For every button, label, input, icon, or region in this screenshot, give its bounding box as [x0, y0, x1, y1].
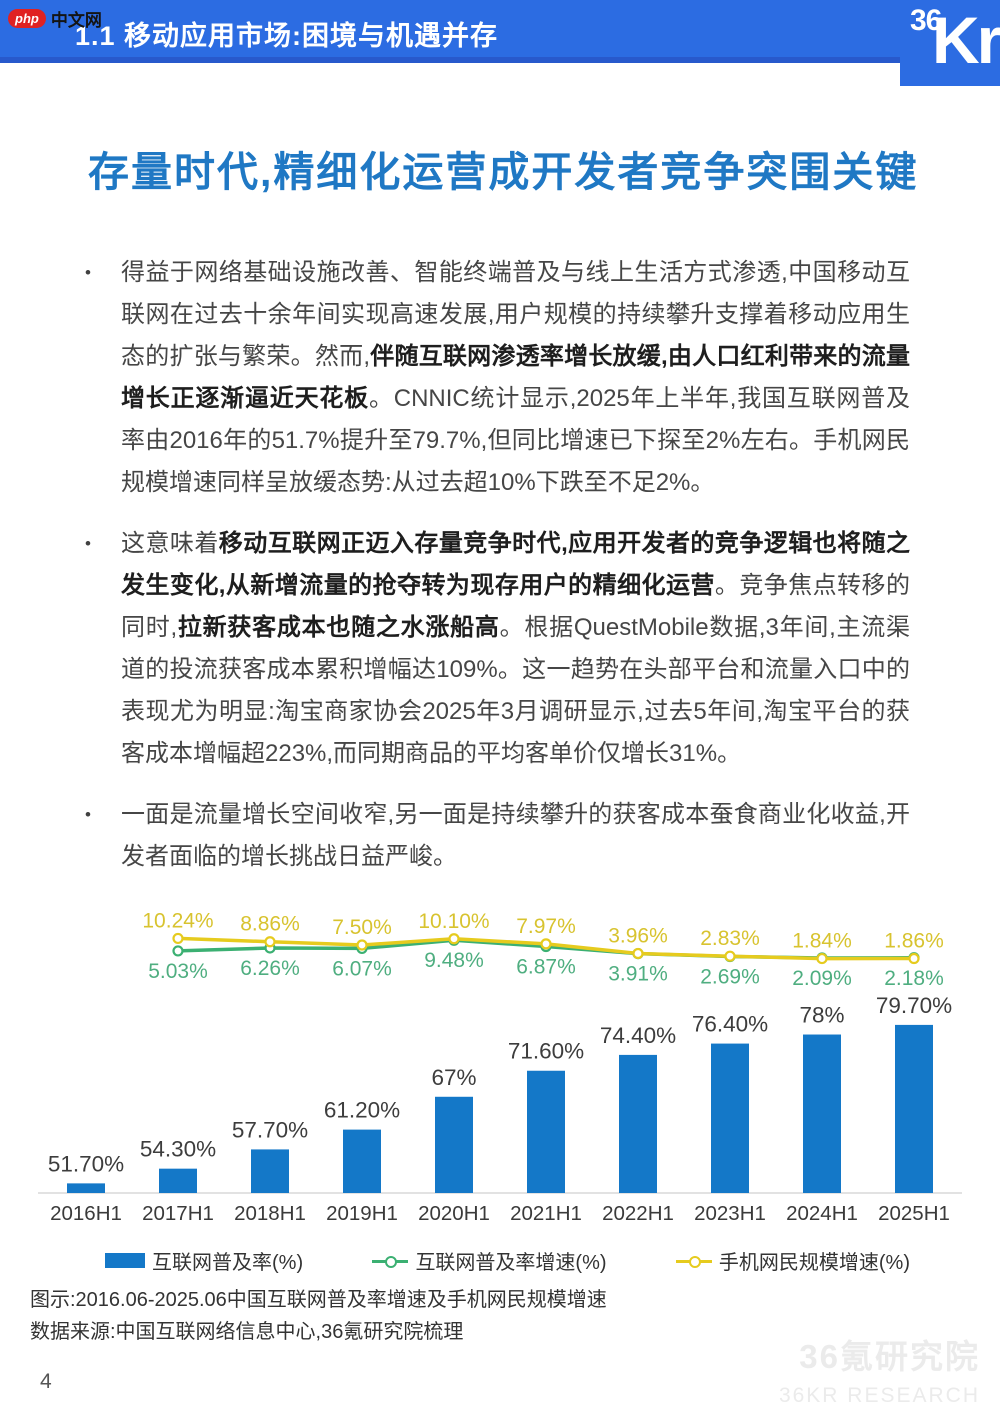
- bar-2020H1: [435, 1096, 473, 1193]
- legend-label: 互联网普及率增速(%): [415, 1252, 607, 1274]
- bar-label-2023H1: 76.40%: [692, 1012, 768, 1037]
- x-tick-2025H1: 2025H1: [878, 1202, 950, 1225]
- x-tick-2021H1: 2021H1: [510, 1202, 582, 1225]
- line-marker: [356, 939, 368, 951]
- section-title: 1.1 移动应用市场:困境与机遇并存: [75, 21, 499, 51]
- bullet-marker: •: [85, 263, 91, 282]
- line-label: 10.10%: [418, 910, 489, 933]
- legend-label: 手机网民规模增速(%): [718, 1252, 910, 1274]
- x-tick-2017H1: 2017H1: [142, 1202, 214, 1225]
- php-watermark-label: 中文网: [50, 11, 102, 30]
- x-tick-2023H1: 2023H1: [694, 1202, 766, 1225]
- bar-label-2024H1: 78%: [799, 1003, 844, 1028]
- line-marker: [264, 936, 276, 948]
- bullet-text: 这意味着移动互联网正迈入存量竞争时代,应用开发者的竞争逻辑也将随之发生变化,从新…: [121, 530, 911, 767]
- bar-label-2019H1: 61.20%: [324, 1098, 400, 1123]
- bar-2018H1: [251, 1149, 289, 1193]
- research-watermark-en: 36KR RESEARCH: [778, 1384, 980, 1407]
- bar-2016H1: [67, 1183, 105, 1193]
- bullet-item-3: • 一面是流量增长空间收窄,另一面是持续攀升的获客成本蚕食商业化收益,开发者面临的…: [85, 794, 910, 878]
- legend-bar-swatch-icon: [105, 1253, 145, 1268]
- logo-36kr-36: 36: [910, 4, 942, 37]
- bullet-list: • 得益于网络基础设施改善、智能终端普及与线上生活方式渗透,中国移动互联网在过去十…: [85, 252, 910, 897]
- bar-2017H1: [159, 1168, 197, 1193]
- legend-item-1: 互联网普及率(%): [105, 1246, 303, 1275]
- x-tick-2022H1: 2022H1: [602, 1202, 674, 1225]
- line-marker: [540, 938, 552, 950]
- line-label: 6.07%: [332, 957, 392, 980]
- line-marker: [816, 952, 828, 965]
- chart-legend: 互联网普及率(%) 互联网普及率增速(%) 手机网民规模增速(%): [105, 1246, 910, 1275]
- bullet-text: 得益于网络基础设施改善、智能终端普及与线上生活方式渗透,中国移动互联网在过去十余…: [121, 259, 911, 496]
- research-watermark: 36氪研究院 36KR RESEARCH: [779, 1330, 980, 1408]
- x-tick-2018H1: 2018H1: [234, 1202, 306, 1225]
- line-label: 7.97%: [516, 915, 576, 938]
- php-watermark: php 中文网: [8, 6, 102, 31]
- line-label: 1.84%: [792, 930, 852, 953]
- line-marker: [724, 950, 736, 962]
- bar-2025H1: [895, 1024, 933, 1193]
- bar-2023H1: [711, 1043, 749, 1193]
- bar-label-2017H1: 54.30%: [140, 1137, 216, 1162]
- bar-2019H1: [343, 1129, 381, 1193]
- legend-item-2: 互联网普及率增速(%): [372, 1246, 607, 1275]
- line-label: 10.24%: [142, 909, 213, 932]
- x-tick-2019H1: 2019H1: [326, 1202, 398, 1225]
- bar-label-2022H1: 74.40%: [600, 1023, 676, 1048]
- line-label: 5.03%: [148, 960, 208, 983]
- x-tick-2020H1: 2020H1: [418, 1202, 490, 1225]
- line-label: 8.86%: [240, 913, 300, 936]
- line-label: 2.83%: [700, 927, 760, 950]
- bullet-item-2: • 这意味着移动互联网正迈入存量竞争时代,应用开发者的竞争逻辑也将随之发生变化,从…: [85, 523, 910, 775]
- line-label: 1.86%: [884, 930, 944, 953]
- line-label: 2.69%: [700, 966, 760, 989]
- line-marker: [908, 952, 920, 965]
- line-label: 7.50%: [332, 916, 392, 939]
- legend-item-3: 手机网民规模增速(%): [675, 1246, 910, 1275]
- line-label: 3.96%: [608, 924, 668, 947]
- bar-label-2016H1: 51.70%: [48, 1151, 124, 1176]
- logo-36kr-kr: Kr: [932, 3, 1000, 77]
- page-number: 4: [40, 1370, 52, 1393]
- line-label: 3.91%: [608, 963, 668, 986]
- chart-caption: 图示:2016.06-2025.06中国互联网普及率增速及手机网民规模增速: [30, 1289, 607, 1311]
- bullet-text: 一面是流量增长空间收窄,另一面是持续攀升的获客成本蚕食商业化收益,开发者面临的增…: [121, 801, 910, 870]
- bar-label-2021H1: 71.60%: [508, 1039, 584, 1064]
- line-marker: [632, 947, 644, 960]
- bar-label-2025H1: 79.70%: [876, 993, 952, 1018]
- legend-line-swatch-icon: [675, 1255, 712, 1268]
- line-label: 2.09%: [792, 967, 852, 990]
- line-marker: [172, 945, 184, 957]
- legend-line-swatch-icon: [372, 1255, 409, 1268]
- bar-label-2018H1: 57.70%: [232, 1117, 308, 1142]
- x-tick-2016H1: 2016H1: [50, 1202, 122, 1225]
- line-label: 6.26%: [240, 957, 300, 980]
- legend-label: 互联网普及率(%): [152, 1252, 304, 1274]
- line-label: 9.48%: [424, 949, 484, 972]
- bar-label-2020H1: 67%: [431, 1065, 476, 1090]
- php-logo-icon: php: [8, 9, 46, 28]
- bar-2021H1: [527, 1070, 565, 1193]
- bullet-marker: •: [85, 534, 91, 553]
- page-title: 存量时代,精细化运营成开发者竞争突围关键: [88, 149, 919, 195]
- bar-2024H1: [803, 1034, 841, 1193]
- x-tick-2024H1: 2024H1: [786, 1202, 858, 1225]
- logo-36kr: 36 Kr: [900, 0, 1000, 86]
- research-watermark-cn: 36氪研究院: [799, 1338, 980, 1375]
- line-label: 2.18%: [884, 967, 944, 990]
- bullet-item-1: • 得益于网络基础设施改善、智能终端普及与线上生活方式渗透,中国移动互联网在过去十…: [85, 252, 910, 504]
- bullet-marker: •: [85, 805, 91, 824]
- line-marker: [448, 933, 460, 945]
- header-bar: 1.1 移动应用市场:困境与机遇并存: [0, 0, 1000, 63]
- internet-penetration-chart: 51.70% 54.30% 57.70% 61.20% 67% 71.60% 74.40% 7…: [38, 909, 962, 1225]
- bar-2022H1: [619, 1054, 657, 1193]
- line-label: 6.87%: [516, 956, 576, 979]
- data-source: 数据来源:中国互联网络信息中心,36氪研究院梳理: [30, 1321, 464, 1343]
- line-marker: [172, 932, 184, 945]
